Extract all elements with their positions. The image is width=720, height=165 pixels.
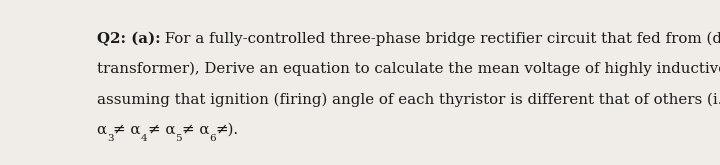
Text: 3: 3 bbox=[107, 134, 114, 143]
Text: Q2: (a):: Q2: (a): bbox=[96, 32, 161, 46]
Text: transformer), Derive an equation to calculate the mean voltage of highly inducti: transformer), Derive an equation to calc… bbox=[96, 62, 720, 76]
Text: ≠ α: ≠ α bbox=[148, 123, 175, 137]
Text: ≠).: ≠). bbox=[216, 123, 239, 137]
Text: 4: 4 bbox=[141, 134, 148, 143]
Text: ≠ α: ≠ α bbox=[181, 123, 210, 137]
Text: 6: 6 bbox=[210, 134, 216, 143]
Text: For a fully-controlled three-phase bridge rectifier circuit that fed from (delta: For a fully-controlled three-phase bridg… bbox=[161, 31, 720, 46]
Text: α: α bbox=[96, 123, 107, 137]
Text: 5: 5 bbox=[175, 134, 181, 143]
Text: ≠ α: ≠ α bbox=[114, 123, 141, 137]
Text: assuming that ignition (firing) angle of each thyristor is different that of oth: assuming that ignition (firing) angle of… bbox=[96, 92, 720, 107]
